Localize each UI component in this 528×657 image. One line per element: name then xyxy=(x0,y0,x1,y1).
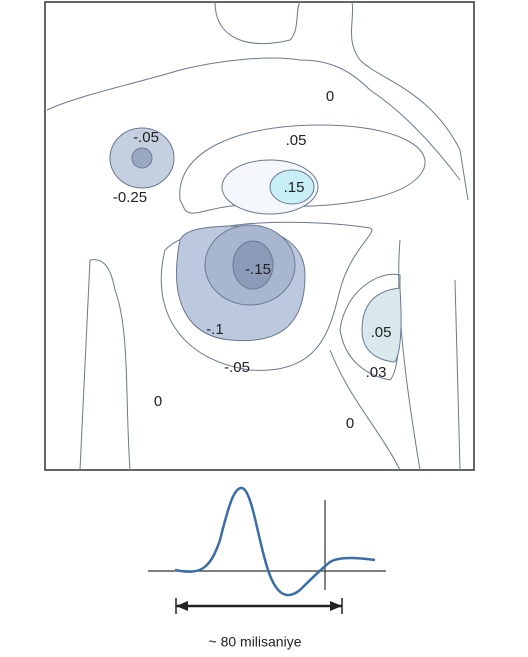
waveform xyxy=(174,486,376,597)
contour-region xyxy=(232,240,274,290)
contour-label: .03 xyxy=(366,364,387,381)
contour-label: -.05 xyxy=(224,359,250,376)
contour-line xyxy=(329,349,401,471)
contour-region xyxy=(269,169,315,205)
contour-label: 0 xyxy=(154,393,162,410)
contour-label: 0 xyxy=(346,415,354,432)
contour-label: -.15 xyxy=(245,261,271,278)
contour-label: 0 xyxy=(326,88,334,105)
contours xyxy=(109,124,426,471)
torso-outline xyxy=(46,1,469,471)
contour-region xyxy=(131,147,153,169)
contour-label: .15 xyxy=(284,179,305,196)
contour-label: .05 xyxy=(286,132,307,149)
contour-label: -.1 xyxy=(206,321,224,338)
caption: ~ 80 milisaniye xyxy=(209,634,302,650)
contour-region xyxy=(361,287,402,363)
contour-label: -.05 xyxy=(133,129,159,146)
contour-label: -0.25 xyxy=(113,189,147,206)
contour-label: .05 xyxy=(371,324,392,341)
waveform-panel: ~ 80 milisaniye xyxy=(148,486,386,650)
contour-line xyxy=(160,221,373,371)
